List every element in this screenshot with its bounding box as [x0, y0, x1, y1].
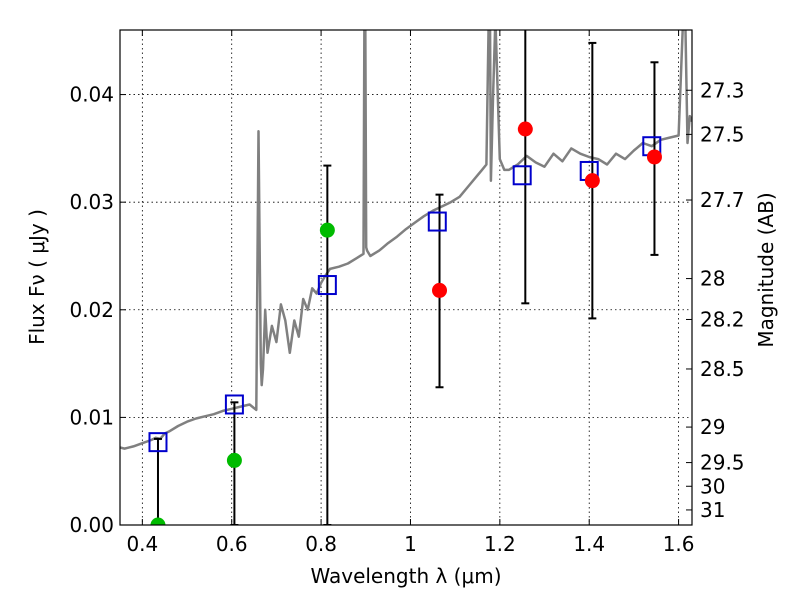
- y-tick-label: 0.03: [69, 190, 114, 214]
- x-axis-title: Wavelength λ (μm): [310, 564, 501, 588]
- y-axis-title: Flux Fν ( μJy ): [25, 209, 49, 345]
- y2-tick-label: 29: [700, 415, 725, 439]
- x-tick-label: 1.4: [573, 532, 605, 556]
- y2-tick-label: 28: [700, 267, 725, 291]
- x-tick-label: 1: [404, 532, 417, 556]
- y-axis-ticks: 0.00 0.01 0.02 0.03 0.04: [69, 83, 126, 537]
- y2-axis-title: Magnitude (AB): [754, 192, 778, 347]
- x-tick-label: 0.8: [305, 532, 337, 556]
- y2-tick-label: 27.7: [700, 188, 745, 212]
- observed-point-green: [319, 222, 335, 238]
- x-tick-label: 1.2: [484, 532, 516, 556]
- y-tick-label: 0.02: [69, 298, 114, 322]
- x-axis-ticks: 0.4 0.6 0.8 1 1.2 1.4 1.6: [126, 30, 695, 556]
- model-photometry-square: [317, 275, 337, 296]
- x-tick-label: 0.6: [216, 532, 248, 556]
- y2-tick-label: 28.5: [700, 357, 745, 381]
- y-tick-label: 0.04: [69, 83, 114, 107]
- y2-tick-label: 31: [700, 498, 725, 522]
- plot-frame: [119, 29, 693, 526]
- observed-point-red: [517, 121, 533, 137]
- y2-tick-label: 29.5: [700, 451, 745, 475]
- y2-tick-label: 27.3: [700, 78, 745, 102]
- model-photometry-square: [427, 211, 447, 232]
- model-photometry-square: [148, 432, 168, 453]
- x-tick-label: 1.6: [663, 532, 695, 556]
- model-photometry-square: [512, 165, 532, 186]
- model-photometry-square: [224, 394, 244, 415]
- y2-tick-label: 30: [700, 474, 725, 498]
- spectrum-layer: [120, 30, 692, 450]
- observed-point-red: [432, 282, 448, 298]
- model-spectrum-line: [120, 30, 692, 450]
- y-tick-label: 0.00: [69, 513, 114, 537]
- y2-tick-label: 27.5: [700, 122, 745, 146]
- observed-point-red: [584, 173, 600, 189]
- y2-tick-label: 28.2: [700, 307, 745, 331]
- y-tick-label: 0.01: [69, 405, 114, 429]
- x-tick-label: 0.4: [126, 532, 158, 556]
- observed-point-red: [646, 149, 662, 165]
- observed-point-green: [226, 452, 242, 468]
- observed-points-layer: [150, 121, 662, 525]
- plot-area: [120, 30, 692, 525]
- observed-point-green: [150, 517, 166, 525]
